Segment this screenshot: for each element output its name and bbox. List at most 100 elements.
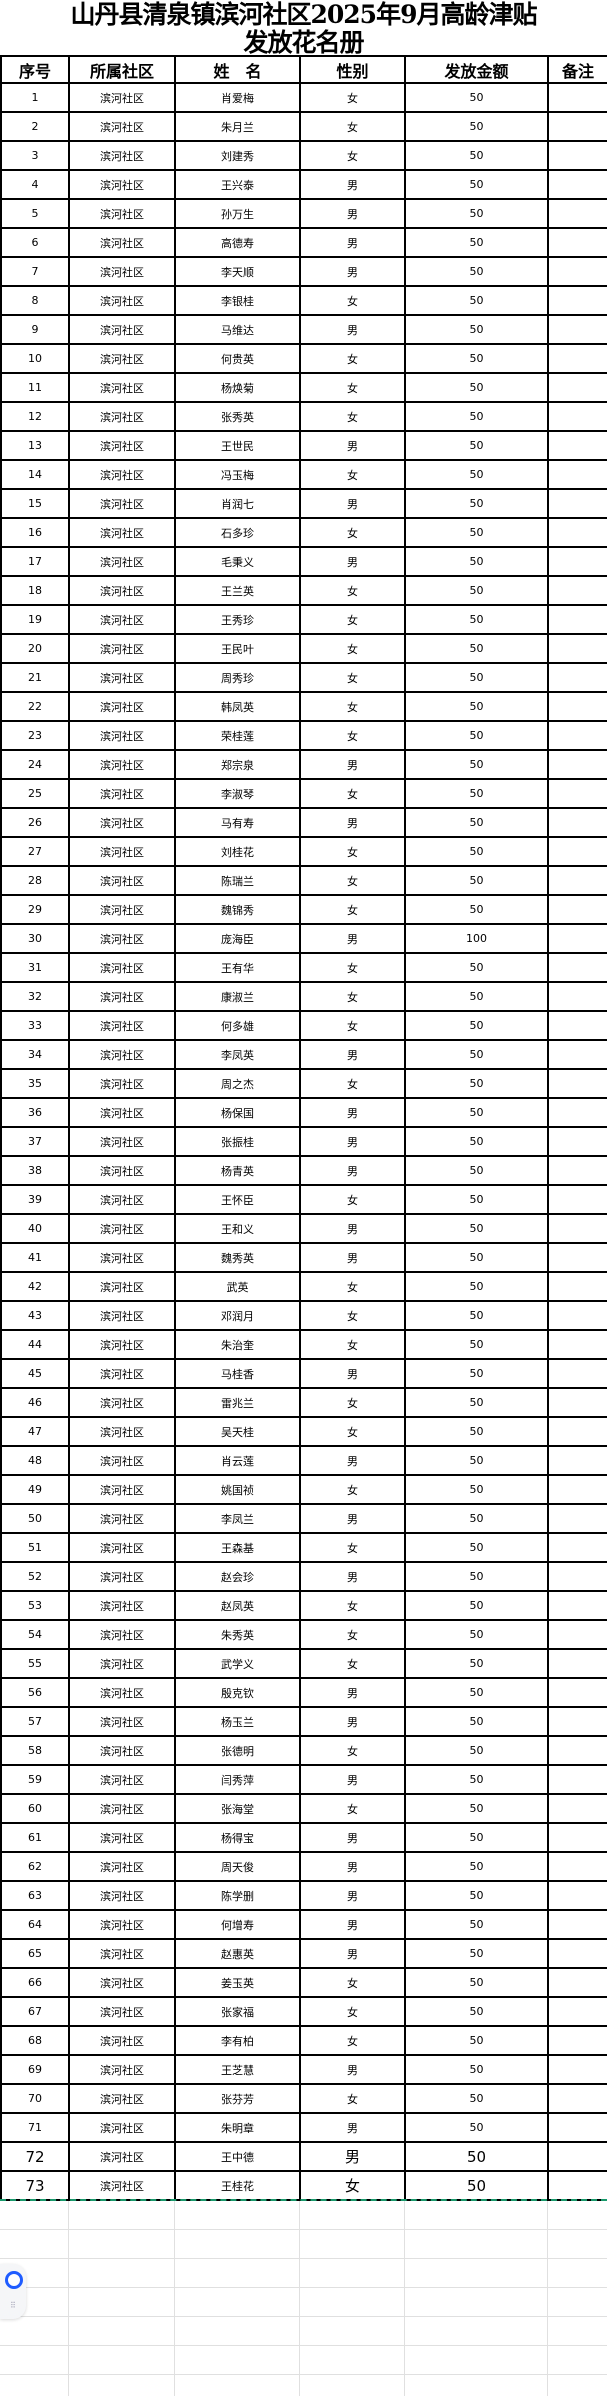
cell-note[interactable]: [547, 82, 607, 113]
cell-gender[interactable]: 女: [299, 2025, 406, 2056]
cell-gender[interactable]: 男: [299, 1242, 406, 1273]
cell-name[interactable]: 朱明章: [174, 2112, 301, 2143]
cell-name[interactable]: 李有柏: [174, 2025, 301, 2056]
cell-name[interactable]: 刘桂花: [174, 836, 301, 867]
cell-note[interactable]: [547, 952, 607, 983]
cell-name[interactable]: 马维达: [174, 314, 301, 345]
cell-amount[interactable]: 50: [404, 749, 549, 780]
cell-name[interactable]: 杨得宝: [174, 1822, 301, 1853]
cell-amount[interactable]: 50: [404, 575, 549, 606]
cell-no[interactable]: 28: [0, 865, 70, 896]
cell-gender[interactable]: 男: [299, 169, 406, 200]
cell-gender[interactable]: 男: [299, 749, 406, 780]
cell-no[interactable]: 23: [0, 720, 70, 751]
cell-amount[interactable]: 50: [404, 285, 549, 316]
cell-name[interactable]: 荣桂莲: [174, 720, 301, 751]
cell-note[interactable]: [547, 2054, 607, 2085]
cell-amount[interactable]: 50: [404, 1880, 549, 1911]
cell-amount[interactable]: 50: [404, 1648, 549, 1679]
cell-no[interactable]: 16: [0, 517, 70, 548]
cell-amount[interactable]: 50: [404, 1358, 549, 1389]
cell-community[interactable]: 滨河社区: [68, 2112, 176, 2143]
cell-community[interactable]: 滨河社区: [68, 575, 176, 606]
cell-amount[interactable]: 50: [404, 1155, 549, 1186]
cell-no[interactable]: 60: [0, 1793, 70, 1824]
cell-no[interactable]: 68: [0, 2025, 70, 2056]
cell-name[interactable]: 王中德: [174, 2141, 301, 2172]
header-note[interactable]: 备注: [547, 55, 607, 84]
cell-community[interactable]: 滨河社区: [68, 517, 176, 548]
cell-amount[interactable]: 50: [404, 865, 549, 896]
floating-assistant-button[interactable]: ⠿: [0, 2264, 26, 2319]
cell-name[interactable]: 肖爱梅: [174, 82, 301, 113]
cell-name[interactable]: 赵会珍: [174, 1561, 301, 1592]
cell-community[interactable]: 滨河社区: [68, 1184, 176, 1215]
cell-no[interactable]: 38: [0, 1155, 70, 1186]
cell-note[interactable]: [547, 604, 607, 635]
cell-amount[interactable]: 50: [404, 1300, 549, 1331]
cell-amount[interactable]: 50: [404, 1213, 549, 1244]
cell-gender[interactable]: 女: [299, 82, 406, 113]
cell-note[interactable]: [547, 314, 607, 345]
cell-no[interactable]: 51: [0, 1532, 70, 1563]
cell-gender[interactable]: 女: [299, 1010, 406, 1041]
cell-note[interactable]: [547, 1213, 607, 1244]
cell-no[interactable]: 10: [0, 343, 70, 374]
cell-no[interactable]: 59: [0, 1764, 70, 1795]
cell-no[interactable]: 55: [0, 1648, 70, 1679]
cell-community[interactable]: 滨河社区: [68, 1648, 176, 1679]
cell-no[interactable]: 52: [0, 1561, 70, 1592]
cell-community[interactable]: 滨河社区: [68, 1938, 176, 1969]
cell-no[interactable]: 50: [0, 1503, 70, 1534]
cell-no[interactable]: 21: [0, 662, 70, 693]
cell-gender[interactable]: 女: [299, 952, 406, 983]
cell-community[interactable]: 滨河社区: [68, 1793, 176, 1824]
cell-amount[interactable]: 50: [404, 227, 549, 258]
cell-name[interactable]: 雷兆兰: [174, 1387, 301, 1418]
header-name[interactable]: 姓 名: [174, 55, 301, 84]
cell-no[interactable]: 47: [0, 1416, 70, 1447]
cell-community[interactable]: 滨河社区: [68, 1010, 176, 1041]
cell-amount[interactable]: 50: [404, 1735, 549, 1766]
cell-note[interactable]: [547, 1503, 607, 1534]
cell-note[interactable]: [547, 459, 607, 490]
cell-name[interactable]: 赵惠英: [174, 1938, 301, 1969]
cell-gender[interactable]: 女: [299, 691, 406, 722]
cell-note[interactable]: [547, 807, 607, 838]
cell-amount[interactable]: 50: [404, 894, 549, 925]
cell-note[interactable]: [547, 1445, 607, 1476]
cell-name[interactable]: 王兴泰: [174, 169, 301, 200]
cell-amount[interactable]: 50: [404, 372, 549, 403]
cell-gender[interactable]: 女: [299, 1300, 406, 1331]
cell-name[interactable]: 杨焕菊: [174, 372, 301, 403]
cell-amount[interactable]: 50: [404, 430, 549, 461]
cell-amount[interactable]: 50: [404, 1010, 549, 1041]
cell-no[interactable]: 69: [0, 2054, 70, 2085]
cell-no[interactable]: 24: [0, 749, 70, 780]
cell-community[interactable]: 滨河社区: [68, 459, 176, 490]
cell-no[interactable]: 18: [0, 575, 70, 606]
cell-no[interactable]: 71: [0, 2112, 70, 2143]
cell-community[interactable]: 滨河社区: [68, 401, 176, 432]
cell-gender[interactable]: 女: [299, 140, 406, 171]
cell-community[interactable]: 滨河社区: [68, 2054, 176, 2085]
header-community[interactable]: 所属社区: [68, 55, 176, 84]
cell-gender[interactable]: 男: [299, 1880, 406, 1911]
cell-note[interactable]: [547, 1706, 607, 1737]
cell-note[interactable]: [547, 140, 607, 171]
cell-name[interactable]: 杨青英: [174, 1155, 301, 1186]
cell-amount[interactable]: 50: [404, 1271, 549, 1302]
cell-note[interactable]: [547, 662, 607, 693]
cell-gender[interactable]: 女: [299, 459, 406, 490]
cell-amount[interactable]: 50: [404, 633, 549, 664]
cell-no[interactable]: 49: [0, 1474, 70, 1505]
cell-no[interactable]: 4: [0, 169, 70, 200]
cell-gender[interactable]: 女: [299, 894, 406, 925]
cell-community[interactable]: 滨河社区: [68, 82, 176, 113]
cell-gender[interactable]: 男: [299, 430, 406, 461]
cell-amount[interactable]: 50: [404, 1677, 549, 1708]
cell-gender[interactable]: 男: [299, 1503, 406, 1534]
cell-gender[interactable]: 女: [299, 1474, 406, 1505]
cell-community[interactable]: 滨河社区: [68, 1532, 176, 1563]
cell-amount[interactable]: 50: [404, 1416, 549, 1447]
